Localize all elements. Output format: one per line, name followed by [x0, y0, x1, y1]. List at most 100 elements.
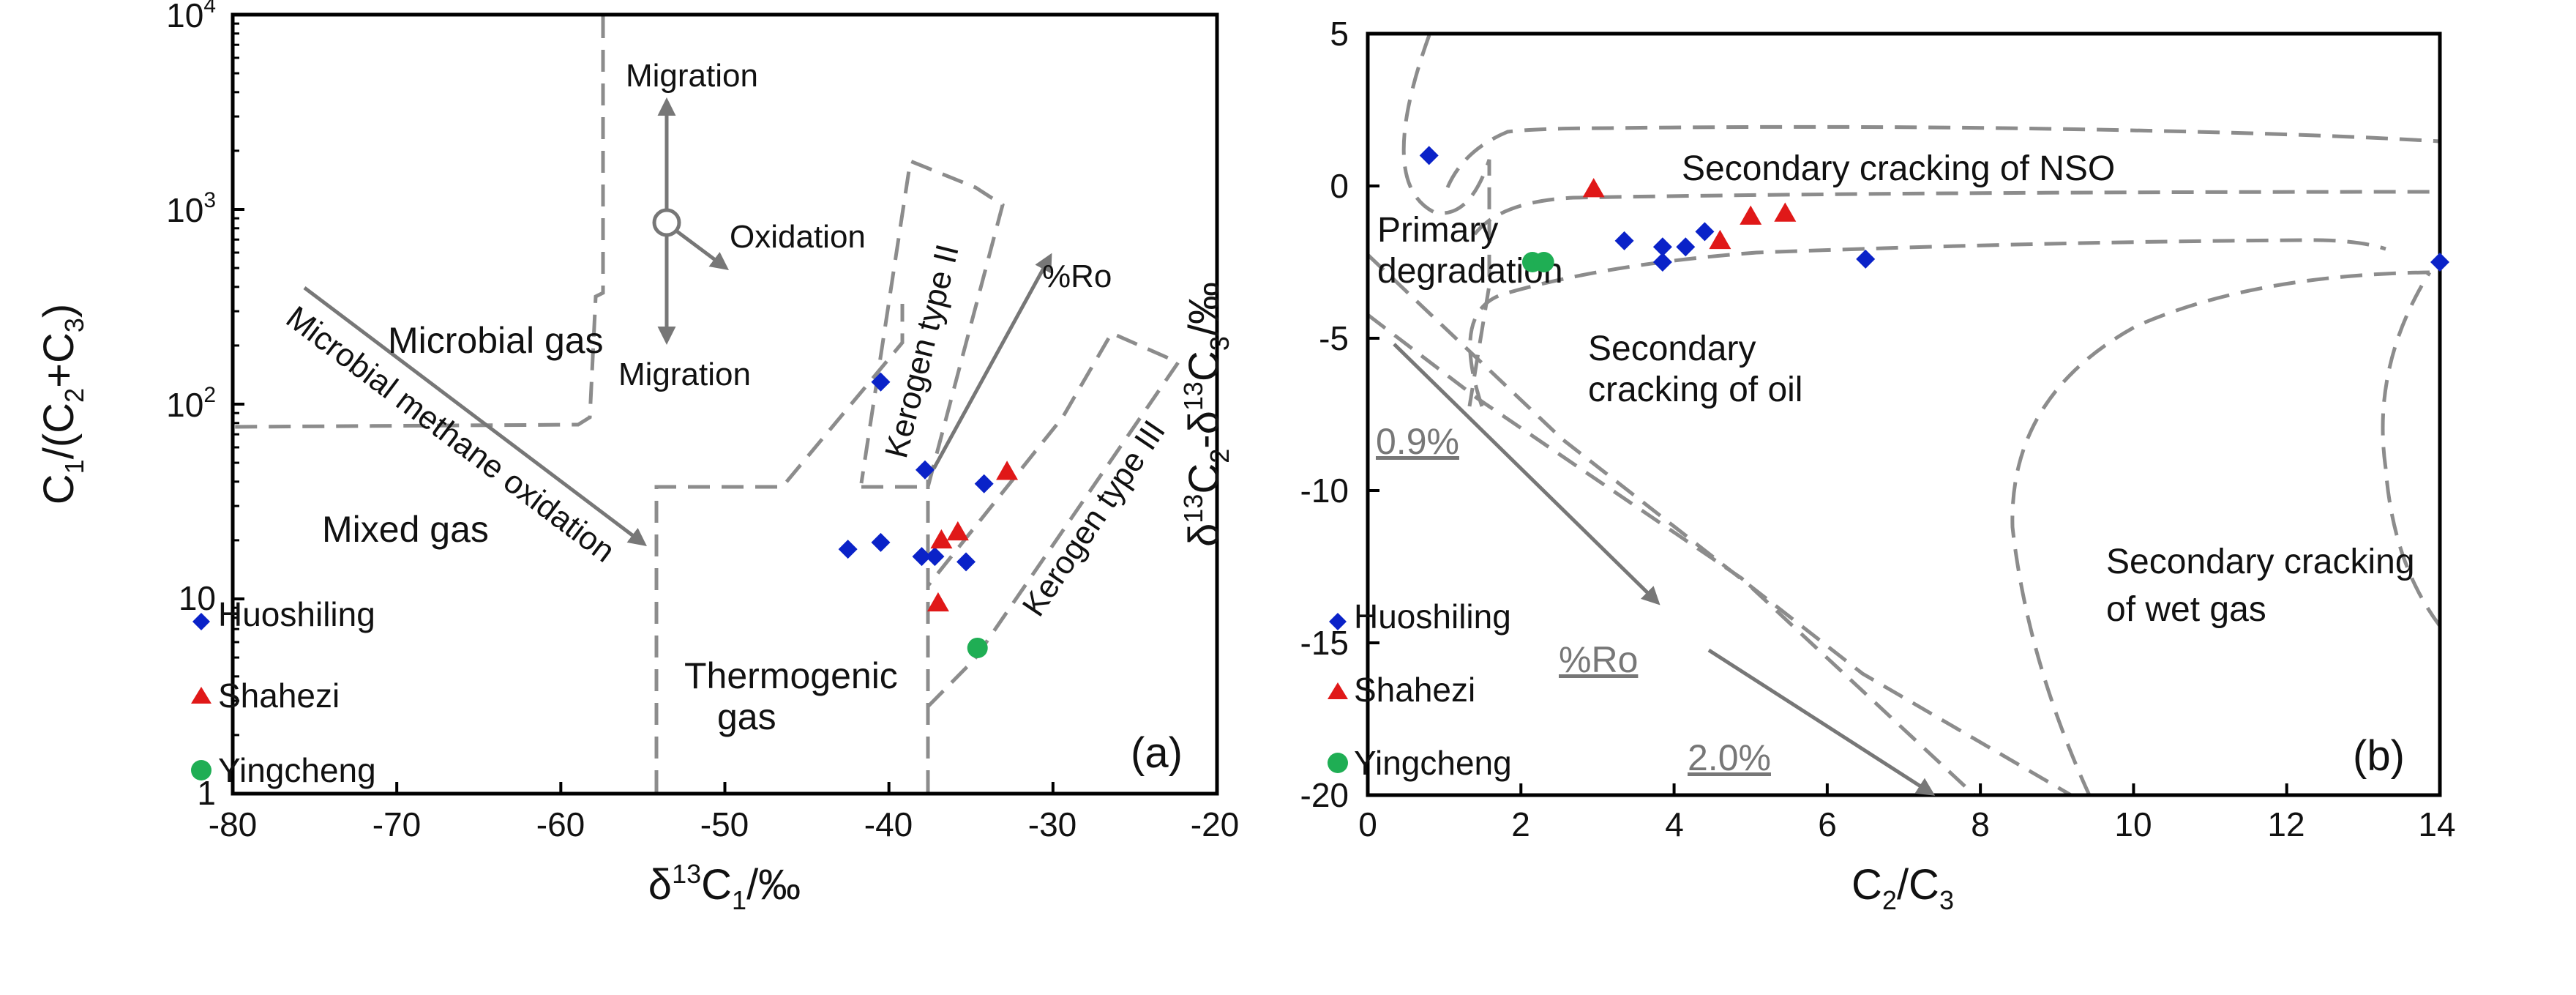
secondary-cracking-oil-label-line1: Secondary — [1588, 329, 1756, 368]
oil-gas-boundary — [1468, 238, 2386, 407]
data-point-shahezi — [1582, 178, 1605, 198]
data-point-huoshiling — [1652, 253, 1672, 272]
y-tick-label: 104 — [166, 0, 216, 34]
data-point-huoshiling — [1652, 237, 1672, 257]
secondary-cracking-oil-label-line2: cracking of oil — [1588, 370, 1802, 409]
panel-a-arrows — [303, 97, 1052, 547]
nso-upper-boundary — [1445, 124, 2440, 188]
thermogenic-gas-left-boundary — [654, 304, 905, 792]
data-point-shahezi — [926, 592, 949, 612]
wet-gas-right-boundary — [2381, 271, 2440, 627]
microbial-oxidation-arrow — [303, 286, 647, 547]
x-tick-label: 14 — [2418, 805, 2455, 843]
legend-label-shahezi: Shahezi — [218, 677, 340, 715]
panel-b: 0 2 4 6 8 10 12 14 -20 -15 -10 -5 0 5 C2… — [1178, 15, 2456, 915]
y-tick-label: -10 — [1300, 472, 1349, 510]
panel-b-x-tick-labels: 0 2 4 6 8 10 12 14 — [1358, 805, 2455, 843]
data-point-huoshiling — [974, 474, 994, 493]
kerogen-type-iii-label: Kerogen type III — [1016, 414, 1172, 623]
panel-b-legend: Huoshiling Shahezi Yingcheng — [1328, 597, 1512, 782]
y-tick-label: -20 — [1300, 776, 1349, 814]
x-tick-label: -60 — [536, 805, 585, 843]
ro-arrow-upper — [1707, 648, 1936, 796]
primary-degradation-boundary — [1401, 34, 1491, 407]
ro-arrow — [932, 253, 1052, 470]
x-tick-label: 6 — [1818, 805, 1837, 843]
panel-a-boundaries — [233, 16, 1181, 792]
ro-label: %Ro — [1559, 639, 1638, 680]
panel-a-data-points — [838, 372, 1019, 658]
ro-lower-boundary — [1368, 313, 1976, 795]
y-tick-label: 5 — [1330, 15, 1349, 53]
data-point-huoshiling — [1856, 249, 1876, 269]
data-point-huoshiling — [2430, 253, 2449, 272]
data-point-huoshiling — [1695, 222, 1715, 242]
ro-arrow-lower — [1393, 343, 1660, 605]
x-tick-label: -40 — [864, 805, 913, 843]
data-point-huoshiling — [925, 547, 945, 567]
legend-label-huoshiling: Huoshiling — [1354, 597, 1511, 636]
data-point-huoshiling — [1419, 146, 1439, 165]
data-point-huoshiling — [912, 547, 932, 567]
y-axis-label: C1/(C2+C3) — [35, 304, 89, 504]
data-point-huoshiling — [1614, 231, 1634, 250]
x-tick-label: -20 — [1191, 805, 1239, 843]
data-point-huoshiling — [915, 460, 935, 480]
migration-up-label: Migration — [626, 58, 758, 94]
legend-label-yingcheng: Yingcheng — [1354, 744, 1512, 782]
thermogenic-gas-label-line1: Thermogenic — [684, 655, 898, 696]
x-tick-label: 4 — [1665, 805, 1684, 843]
y-tick-label: -5 — [1319, 319, 1349, 357]
ro-high-label: 2.0% — [1688, 737, 1771, 778]
x-tick-label: -30 — [1028, 805, 1077, 843]
data-point-shahezi — [996, 461, 1019, 480]
data-point-huoshiling — [871, 372, 891, 392]
panel-b-label: (b) — [2353, 732, 2405, 780]
panel-b-y-tick-labels: -20 -15 -10 -5 0 5 — [1300, 15, 1349, 814]
panel-b-boundaries — [1368, 34, 2440, 795]
legend-marker-shahezi — [1328, 682, 1348, 699]
legend-marker-huoshiling — [192, 613, 210, 630]
legend-marker-shahezi — [191, 687, 211, 704]
y-axis-label: δ13C2-δ13C3/‰ — [1178, 282, 1235, 547]
y-tick-label: 102 — [166, 383, 216, 424]
data-point-huoshiling — [1676, 237, 1696, 257]
x-tick-label: 12 — [2267, 805, 2304, 843]
panel-b-frame — [1366, 31, 2442, 797]
oxidation-label: Oxidation — [730, 219, 866, 255]
secondary-cracking-nso-label: Secondary cracking of NSO — [1682, 149, 2115, 188]
y-tick-label: 103 — [166, 188, 216, 229]
ro-low-label: 0.9% — [1376, 421, 1459, 462]
nso-lower-boundary — [1473, 190, 2440, 236]
wet-gas-boundary — [2010, 270, 2430, 795]
x-tick-label: -70 — [372, 805, 421, 843]
y-tick-label: 10 — [179, 579, 216, 617]
panel-b-data-points — [1419, 146, 2449, 272]
thermogenic-gas-label-line2: gas — [717, 696, 776, 737]
x-tick-label: 0 — [1358, 805, 1377, 843]
microbial-gas-label: Microbial gas — [388, 320, 604, 361]
ro-label: %Ro — [1042, 258, 1112, 294]
x-axis-label: C2/C3 — [1852, 861, 1954, 915]
legend-marker-yingcheng — [191, 760, 211, 780]
migration-down-label: Migration — [618, 357, 751, 392]
data-point-shahezi — [1774, 202, 1797, 222]
panel-a: -80 -70 -60 -50 -40 -30 -20 1 10 102 103… — [35, 0, 1239, 915]
primary-degradation-label-line1: Primary — [1377, 211, 1498, 250]
panel-a-x-tick-labels: -80 -70 -60 -50 -40 -30 -20 — [209, 805, 1239, 843]
panel-b-arrows — [1393, 343, 1936, 796]
y-tick-label: 0 — [1330, 167, 1349, 205]
panel-a-annotations: Microbial gas Mixed gas — [280, 58, 1172, 737]
data-point-huoshiling — [838, 540, 858, 559]
data-point-huoshiling — [871, 532, 891, 552]
x-tick-label: 8 — [1971, 805, 1990, 843]
x-axis-label: δ13C1/‰ — [648, 859, 801, 915]
panel-a-y-tick-labels: 1 10 102 103 104 — [166, 0, 216, 812]
data-point-shahezi — [930, 529, 953, 549]
microbial-gas-boundary — [233, 16, 605, 429]
data-point-yingcheng — [1533, 252, 1554, 272]
x-tick-label: -50 — [700, 805, 749, 843]
oxidation-arrow — [675, 229, 730, 270]
legend-label-yingcheng: Yingcheng — [218, 751, 376, 789]
